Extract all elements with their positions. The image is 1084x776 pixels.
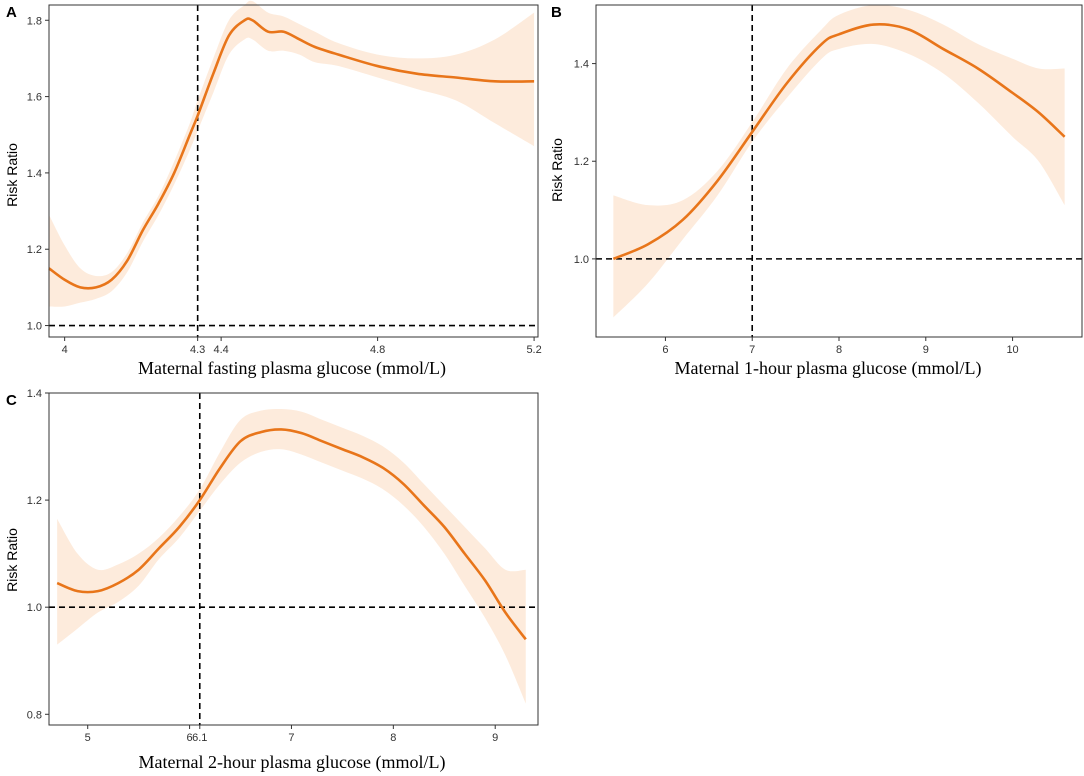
- panel-c-y-tick-label: 1.2: [27, 495, 42, 507]
- panel-b-ci-band: [613, 4, 1065, 318]
- panel-b-x-tick-label: 10: [1006, 344, 1018, 356]
- panel-c-x-tick-label: 7: [288, 732, 294, 744]
- panel-b-y-tick-label: 1.0: [574, 254, 589, 266]
- panel-c-x-tick-label: 5: [85, 732, 91, 744]
- panel-a-y-axis-label: Risk Ratio: [4, 143, 20, 207]
- panel-a-x-tick-label: 5.2: [526, 344, 541, 356]
- panel-a-plot-frame: [48, 4, 539, 338]
- panel-b-plot-frame: [595, 4, 1083, 338]
- panel-c-x-tick-label: 6.1: [192, 732, 207, 744]
- panel-c-y-axis: 0.8 1.0 1.2 1.4: [27, 388, 49, 721]
- panel-b-x-axis-label: Maternal 1-hour plasma glucose (mmol/L): [675, 358, 982, 379]
- panel-a-y-axis: 1.0 1.2 1.4 1.6 1.8: [27, 15, 49, 333]
- panel-b-y-axis: 1.0 1.2 1.4: [574, 59, 596, 266]
- panel-a-ci-band: [49, 0, 535, 307]
- panel-c: C 5 6 6.1 7 8 9 0.8 1.0 1.2 1.4 Maternal 2-hour …: [4, 388, 539, 773]
- panel-a: A 4 4.3 4.4 4.8 5.2 1.0 1.2 1.4 1.6 1.8 Maternal…: [4, 0, 542, 379]
- panel-b-risk-ratio-line: [612, 23, 1066, 261]
- panel-c-y-tick-label: 0.8: [27, 709, 42, 721]
- panel-a-x-tick-label: 4.4: [213, 344, 228, 356]
- panel-b-x-tick-label: 8: [836, 344, 842, 356]
- panel-c-y-tick-label: 1.0: [27, 602, 42, 614]
- panel-b-x-tick-label: 9: [923, 344, 929, 356]
- panel-c-x-axis: 5 6 6.1 7 8 9: [85, 725, 498, 744]
- panel-b-x-tick-label: 7: [749, 344, 755, 356]
- panel-b-x-tick-label: 6: [662, 344, 668, 356]
- panel-b-y-tick-label: 1.4: [574, 59, 589, 71]
- panel-c-ci-band: [57, 408, 526, 704]
- panel-a-x-tick-label: 4.8: [370, 344, 385, 356]
- panel-b: B 6 7 8 9 10 1.0 1.2 1.4 Maternal 1-hour plasm…: [549, 4, 1083, 379]
- panel-c-x-tick-label: 9: [492, 732, 498, 744]
- panel-a-x-axis: 4 4.3 4.4 4.8 5.2: [62, 337, 542, 356]
- panel-a-x-axis-label: Maternal fasting plasma glucose (mmol/L): [138, 358, 446, 379]
- panel-c-plot-frame: [48, 392, 539, 726]
- panel-c-y-tick-label: 1.4: [27, 388, 42, 400]
- panel-a-y-tick-label: 1.6: [27, 92, 42, 104]
- panel-a-y-tick-label: 1.2: [27, 244, 42, 256]
- panel-a-risk-ratio-line: [48, 17, 535, 290]
- panel-c-risk-ratio-line: [56, 428, 527, 641]
- panel-a-y-tick-label: 1.4: [27, 168, 42, 180]
- panel-b-y-tick-label: 1.2: [574, 156, 589, 168]
- panel-a-y-tick-label: 1.0: [27, 321, 42, 333]
- panel-c-x-axis-label: Maternal 2-hour plasma glucose (mmol/L): [139, 752, 446, 773]
- panel-a-letter: A: [6, 4, 17, 21]
- panel-b-y-axis-label: Risk Ratio: [549, 138, 565, 202]
- panel-b-x-axis: 6 7 8 9 10: [662, 337, 1019, 356]
- panel-a-x-tick-label: 4: [62, 344, 68, 356]
- panel-c-x-tick-label: 8: [390, 732, 396, 744]
- panel-a-x-tick-label: 4.3: [190, 344, 205, 356]
- panel-c-x-tick-label: 6: [187, 732, 193, 744]
- panel-c-letter: C: [6, 392, 17, 409]
- panel-c-y-axis-label: Risk Ratio: [4, 528, 20, 592]
- panel-a-y-tick-label: 1.8: [27, 15, 42, 27]
- panel-b-letter: B: [551, 4, 562, 21]
